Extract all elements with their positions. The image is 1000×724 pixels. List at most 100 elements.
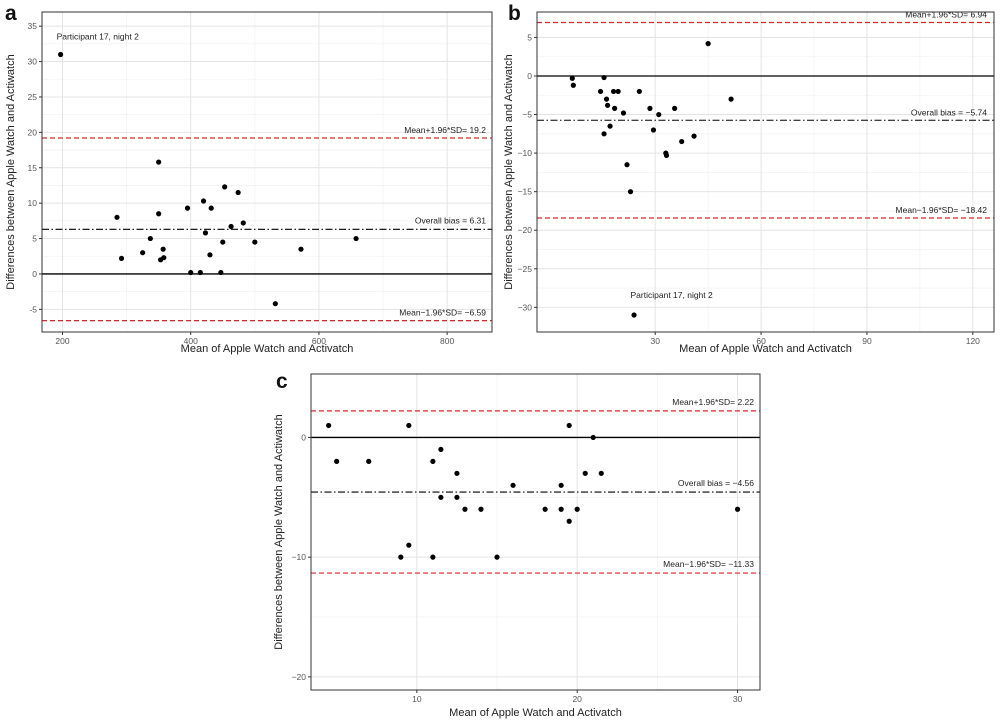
panel-a-data-point [161, 255, 167, 261]
panel-b-y-tick-label: −25 [518, 264, 533, 274]
panel-c-y-axis-title: Differences between Apple Watch and Acti… [273, 414, 285, 649]
panel-b-data-point [570, 82, 576, 88]
panel-c-y-tick-label: 0 [301, 432, 306, 442]
panel-a-y-tick-label: 20 [28, 127, 38, 137]
panel-b-data-point [612, 105, 618, 111]
panel-c-bias-label: Overall bias = −4.56 [678, 478, 754, 488]
panel-a-data-point [188, 269, 194, 276]
panel-a-y-tick-label: 5 [32, 234, 37, 244]
panel-a-x-tick-label: 400 [184, 336, 198, 346]
panel-a-grid [42, 12, 492, 332]
panel-a-upper-limit-label: Mean+1.96*SD= 19.2 [404, 125, 486, 135]
panel-b-data-point [636, 88, 642, 95]
panel-b-upper-limit-label: Mean+1.96*SD= 6.94 [905, 9, 987, 19]
panel-b-data-point [601, 131, 607, 137]
panel-b-y-tick-label: −20 [518, 225, 533, 235]
panel-b-data-point [615, 88, 621, 95]
panel-b-data-point [705, 41, 711, 47]
panel-b-bias-label: Overall bias = −5.74 [911, 107, 987, 117]
panel-c-data-point [398, 554, 404, 560]
panel-b-x-axis-title: Mean of Apple Watch and Activatch [679, 343, 852, 355]
panel-c-data-point [438, 494, 444, 500]
panel-a-data-point [298, 246, 304, 252]
panel-c-x-tick-label: 20 [572, 694, 582, 704]
panel-b-grid [537, 12, 994, 332]
panel-b-y-tick-label: 0 [527, 71, 532, 81]
panel-b-data-point [647, 105, 653, 111]
panel-b-data-point [631, 312, 637, 318]
panel-b-y-axis-title: Differences between Apple Watch and Acti… [503, 54, 515, 289]
panel-a-data-point [114, 214, 120, 220]
panel-c-x-tick-label: 30 [733, 694, 743, 704]
panel-c-data-point [574, 506, 580, 512]
panel-a-data-point [208, 205, 214, 211]
panel-a-data-point [202, 230, 209, 236]
panel-a-x-axis-title: Mean of Apple Watch and Activatch [181, 343, 354, 355]
panel-a-y-tick-label: 30 [28, 57, 38, 67]
panel-c-data-point [510, 482, 516, 488]
panel-a-data-point [218, 269, 224, 276]
panel-c-data-point [566, 422, 572, 429]
panel-a-letter: a [5, 2, 17, 25]
panel-c-data-point [598, 470, 604, 476]
panel-b-data-point [627, 189, 634, 195]
panel-c-upper-limit-label: Mean+1.96*SD= 2.22 [672, 397, 754, 407]
panel-c-data-point [494, 554, 500, 560]
panel-b-points [569, 41, 734, 318]
panel-a-y-tick-label: 15 [28, 163, 38, 173]
panel-c-lower-limit-label: Mean−1.96*SD= −11.33 [663, 559, 754, 569]
panel-b-data-point [691, 133, 697, 139]
panel-b-data-point [663, 152, 670, 159]
panel-a-data-point [220, 239, 226, 245]
panel-a-data-point [272, 301, 278, 307]
panel-b-y-tick-label: −10 [518, 148, 533, 158]
panel-a-data-point [184, 205, 191, 211]
panel-c-data-point [326, 422, 332, 429]
panel-a-plot-frame [41, 11, 493, 333]
panel-b-data-point [672, 105, 678, 111]
panel-a-point-annotation: Participant 17, night 2 [57, 31, 139, 41]
panel-c-data-point [582, 470, 588, 476]
panel-c-letter: c [276, 370, 288, 393]
panel-a-y-tick-label: -5 [29, 304, 37, 314]
panel-c-grid [311, 374, 760, 690]
panel-a-data-point [200, 198, 207, 204]
panel-b-data-point [620, 110, 627, 116]
panel-a-data-point [160, 246, 166, 252]
panel-c-data-point [430, 554, 436, 560]
panel-b-x-tick-label: 120 [966, 336, 980, 346]
panel-a-data-point [118, 255, 125, 261]
panel-b-y-tick-label: −15 [518, 187, 533, 197]
panel-c-data-point [430, 458, 436, 464]
panel-b-x-tick-label: 30 [650, 336, 660, 346]
panel-b-x-tick-label: 60 [756, 336, 766, 346]
panel-c-y-tick-label: −10 [292, 552, 307, 562]
panel-b-point-annotation: Participant 17, night 2 [631, 290, 713, 300]
panel-c-data-point [478, 506, 484, 512]
panel-b-data-point [679, 138, 685, 145]
panel-a-y-tick-label: 35 [28, 21, 38, 31]
panel-a-data-point [235, 189, 241, 196]
panel-b-data-point [656, 111, 662, 118]
panel-c-plot-frame [310, 373, 761, 691]
panel-c-data-point [566, 518, 572, 524]
panel-c-x-tick-label: 10 [412, 694, 422, 704]
panel-a-data-point [240, 220, 246, 226]
panel-a-x-tick-label: 200 [55, 336, 69, 346]
panel-a-data-point [228, 223, 234, 230]
panel-b-y-tick-label: 5 [527, 32, 532, 42]
panel-c-data-point [406, 542, 412, 548]
panel-c-x-axis-title: Mean of Apple Watch and Activatch [449, 707, 622, 719]
panel-a: a Mean+1.96*SD= 19.2 Overall bias = 6.31 Me… [5, 2, 493, 355]
panel-a-points [57, 51, 359, 307]
panel-a-data-point [140, 250, 146, 256]
panel-b-data-point [601, 74, 607, 81]
panel-c-data-point [542, 506, 548, 512]
panel-b-data-point [569, 75, 575, 81]
panel-a-y-tick-label: 0 [32, 269, 37, 279]
panel-b-y-tick-label: −5 [522, 110, 532, 120]
panel-c-data-point [558, 506, 564, 512]
panel-c-data-point [438, 446, 444, 453]
panel-b-data-point [607, 123, 613, 129]
